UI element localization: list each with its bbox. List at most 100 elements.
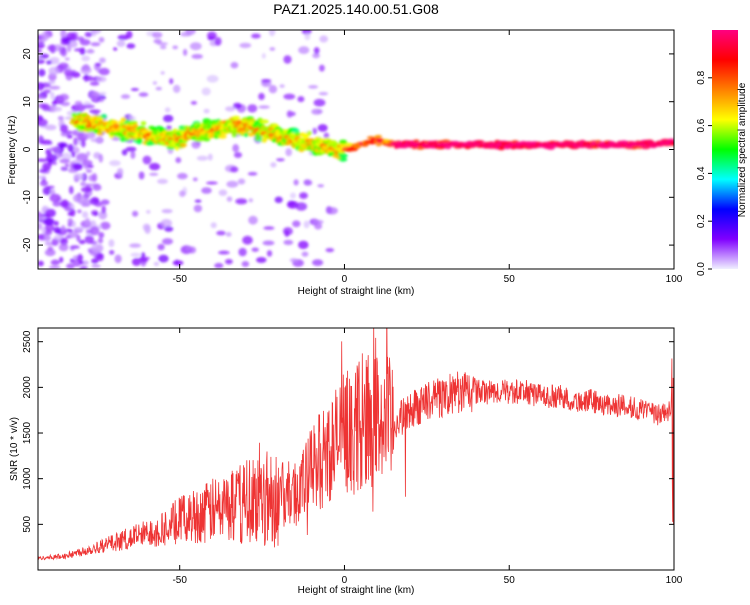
spectrogram-cell [225,232,232,237]
spectrogram-cell [49,85,61,90]
spectrogram-cell [276,158,285,162]
colorbar [712,30,738,269]
spectrogram-cell [259,119,269,124]
spectrogram-cell [338,157,348,162]
spectrogram-cell [293,179,299,186]
spectrogram-cell [38,175,46,180]
spectrogram-cell [38,40,45,45]
spectrogram-cell [77,209,82,214]
y-tick-label: 0 [22,146,33,152]
spectrogram-cell [326,207,338,215]
spectrogram-cell [263,226,275,230]
spectrogram-cell [71,71,81,78]
spectrogram-cell [319,64,325,72]
spectrogram-cell [304,179,313,186]
spectrogram-cell [142,155,152,165]
spectrogram-cell [60,30,67,39]
spectrogram-cell [232,144,240,153]
spectrogram-cell [164,226,174,232]
spectrogram-cell [67,231,79,238]
spectrogram-cell [312,127,318,135]
spectrogram-cell [158,254,169,263]
spectrogram-cell [81,55,91,62]
spectrogram-cell [40,180,48,187]
spectrogram-cell [152,31,163,39]
spectrogram-cell [207,36,215,41]
spectrogram-cell [172,45,178,50]
spectrogram-cell [444,145,452,150]
spectrogram-cell [74,226,86,231]
spectrogram-cell [313,98,326,107]
spectrogram-cell [49,105,57,113]
spectrogram-cell [138,171,145,180]
colorbar-tick-label: 0.2 [696,214,707,228]
spectrogram-cell [52,201,62,207]
spectrogram-cell [317,124,328,132]
spectrogram-cell [313,47,320,55]
spectrogram-cell [160,45,167,50]
spectrogram-cell [190,101,197,105]
spectrogram-cell [206,181,218,185]
spectrogram-axes: -50 0 50 100 -20 -10 0 10 20 [22,30,683,285]
colorbar-tick-label: 0.6 [696,118,707,132]
spectrogram-cell [40,31,50,41]
spectrogram-cell [52,44,63,52]
spectrogram-cell [47,44,56,52]
spectrogram-cell [38,55,42,60]
spectrogram-cell [231,133,237,138]
spectrogram-cell [38,169,48,173]
spectrogram-cell [258,105,270,109]
spectrogram-cell [67,144,74,152]
spectrogram-cell [95,62,102,67]
spectrogram-cell [185,30,196,36]
spectrogram-cell [98,37,105,43]
snr-line-marks [38,328,674,561]
spectrogram-cell [117,168,124,176]
spectrogram-cell [90,138,103,143]
spectrogram-cell [303,220,310,229]
spectrogram-cell [49,193,61,203]
spectrogram-cell [59,142,65,149]
spectrogram-cell [201,87,211,96]
spectrogram-cell [45,229,53,236]
spectrogram-cell [191,54,203,59]
spectrogram-cell [306,130,313,136]
spectrogram-y-label: Frequency (Hz) [7,116,18,185]
x-tick-label: -50 [172,575,187,586]
spectrogram-cell [255,257,267,263]
spectrogram-cell [298,46,310,54]
spectrogram-cell [51,100,57,107]
spectrogram-cell [38,94,43,100]
spectrogram-cell [144,225,151,234]
spectrogram-cell [230,61,239,69]
spectrogram-cell [295,202,308,211]
spectrogram-cell [207,153,213,161]
spectrogram-cell [130,252,141,257]
spectrogram-cell [38,82,45,91]
spectrogram-cell [125,146,137,152]
y-tick-label: 1500 [22,421,33,444]
spectrogram-cell [98,67,110,76]
spectrogram-cell [46,60,52,65]
spectrogram-cell [68,229,73,233]
spectrogram-cell [338,153,348,158]
spectrogram-cell [183,48,188,56]
spectrogram-cell [290,192,296,199]
y-tick-label: 10 [22,96,33,108]
spectrogram-cell [38,234,44,240]
spectrogram-cell [125,30,133,39]
spectrogram-cell [87,164,94,169]
y-tick-label: 20 [22,48,33,60]
spectrogram-cell [214,37,222,46]
spectrogram-cell [304,33,311,41]
spectrogram-cell [64,163,70,168]
spectrogram-cell [69,208,76,217]
spectrogram-x-label: Height of straight line (km) [298,286,415,297]
colorbar-axes: 0.0 0.2 0.4 0.6 0.8 [696,70,712,276]
spectrogram-cell [53,220,59,226]
spectrogram-cell [57,116,64,121]
spectrogram-cell [89,81,100,86]
spectrogram-cell [268,30,276,37]
spectrogram-cell [261,138,268,143]
